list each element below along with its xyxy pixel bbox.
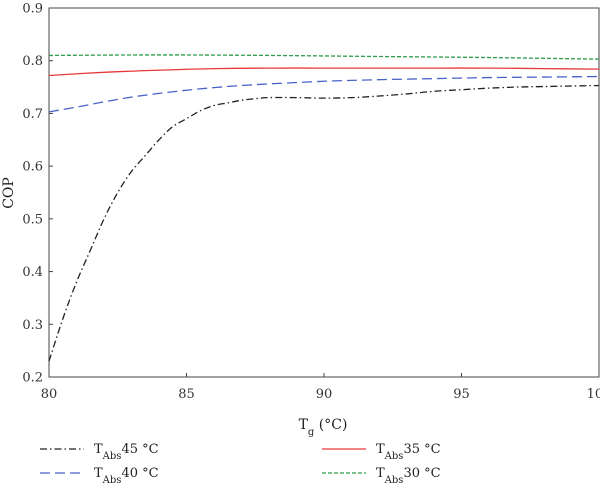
y-tick-label-4: 0.6	[22, 160, 43, 175]
plot-frame	[48, 7, 600, 378]
x-tick-label-3: 95	[453, 387, 470, 402]
y-axis-label: COP	[1, 177, 17, 209]
legend-label-2: TAbs40 °C	[94, 466, 159, 486]
series-line-3	[48, 54, 600, 60]
y-tick-label-7: 0.9	[22, 2, 43, 17]
legend-label-3: TAbs30 °C	[376, 466, 441, 486]
y-tick-label-5: 0.7	[22, 107, 43, 122]
y-tick-label-1: 0.3	[22, 318, 43, 333]
x-tick-label-4: 100	[587, 387, 600, 402]
x-tick-label-1: 85	[178, 387, 195, 402]
y-tick-label-0: 0.2	[22, 371, 43, 386]
legend-label-1: TAbs35 °C	[376, 442, 441, 462]
x-axis-label-unit: (°C)	[314, 417, 347, 433]
legend-label-0: TAbs45 °C	[94, 442, 159, 462]
legend: TAbs45 °C TAbs35 °C TAbs40 °C TAbs30 °C	[40, 442, 441, 486]
legend-item-2: TAbs40 °C	[40, 466, 159, 486]
y-tick-label-2: 0.4	[22, 265, 43, 280]
x-axis-label-main: T	[299, 417, 309, 433]
x-axis-label-sub: g	[308, 427, 315, 438]
series-line-2	[48, 75, 600, 113]
x-tick-label-2: 90	[316, 387, 333, 402]
x-axis-label: Tg (°C)	[299, 417, 348, 438]
legend-item-1: TAbs35 °C	[322, 442, 441, 462]
series-layer	[48, 54, 600, 362]
y-tick-label-3: 0.5	[22, 212, 43, 227]
y-tick-label-6: 0.8	[22, 54, 43, 69]
series-line-0	[48, 84, 600, 362]
legend-item-3: TAbs30 °C	[322, 466, 441, 486]
ticks: 80 85 90 95 100 0.2 0.3 0.4 0.5 0.6 0.7 0.8 0.9	[22, 2, 600, 403]
series-line-1	[48, 67, 600, 77]
legend-item-0: TAbs45 °C	[40, 442, 159, 462]
x-tick-label-0: 80	[41, 387, 58, 402]
